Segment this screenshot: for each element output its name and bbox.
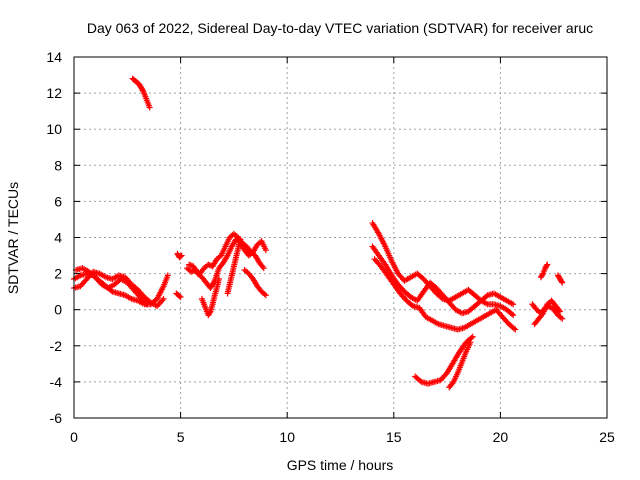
series-track-r xyxy=(531,297,564,328)
y-tick-label: -2 xyxy=(50,338,63,354)
data-layer xyxy=(71,75,566,391)
data-point xyxy=(260,265,267,272)
data-point xyxy=(178,252,185,259)
series-track-m xyxy=(369,243,517,317)
data-point xyxy=(558,278,565,285)
series-track-e xyxy=(174,250,185,261)
data-point xyxy=(176,293,183,300)
data-point xyxy=(237,236,244,243)
series-track-l xyxy=(369,220,517,319)
data-point xyxy=(508,311,515,318)
y-tick-label: 2 xyxy=(54,266,62,282)
y-tick-label: 8 xyxy=(54,157,62,173)
data-point xyxy=(543,262,550,269)
y-axis-label: SDTVAR / TECUs xyxy=(5,182,21,294)
series-track-f xyxy=(173,290,184,301)
x-tick-label: 10 xyxy=(279,429,295,445)
y-tick-label: 14 xyxy=(46,49,62,65)
tick-layer: 0 5 10 15 20 25 -6 -4 -2 0 2 4 6 8 10 12 14 xyxy=(46,49,615,445)
series-track-t xyxy=(554,272,566,286)
data-point xyxy=(544,261,551,268)
data-point xyxy=(146,104,153,111)
series-track-j xyxy=(224,236,244,297)
y-tick-label: 12 xyxy=(46,85,62,101)
data-point xyxy=(215,276,222,283)
data-point xyxy=(512,326,519,333)
data-point xyxy=(556,307,563,314)
data-point xyxy=(177,253,184,260)
y-tick-label: -4 xyxy=(50,374,63,390)
y-tick-label: -6 xyxy=(50,410,63,426)
data-point xyxy=(559,279,566,286)
series-track-p xyxy=(446,339,474,391)
data-point xyxy=(143,301,150,308)
y-tick-label: 6 xyxy=(54,193,62,209)
data-point xyxy=(469,333,476,340)
chart-title: Day 063 of 2022, Sidereal Day-to-day VTE… xyxy=(87,20,593,36)
data-point xyxy=(557,308,564,315)
series-track-o xyxy=(412,333,476,387)
data-point xyxy=(160,295,167,302)
data-point xyxy=(139,87,146,94)
data-point xyxy=(449,380,456,387)
grid-layer xyxy=(74,57,607,418)
data-point xyxy=(262,247,269,254)
series-track-a xyxy=(71,270,171,308)
y-tick-label: 4 xyxy=(54,230,62,246)
data-point xyxy=(259,263,266,270)
data-point xyxy=(510,312,517,319)
series-track-i xyxy=(198,276,222,319)
series-track-h xyxy=(186,236,269,292)
series-track-k xyxy=(241,266,269,299)
x-tick-label: 25 xyxy=(599,429,615,445)
series-track-c xyxy=(73,265,150,308)
data-point xyxy=(559,315,566,322)
data-point xyxy=(467,339,474,346)
data-point xyxy=(164,272,171,279)
data-point xyxy=(511,325,518,332)
x-tick-label: 0 xyxy=(70,429,78,445)
data-point xyxy=(538,311,545,318)
data-point xyxy=(510,301,517,308)
data-point xyxy=(468,334,475,341)
x-tick-label: 20 xyxy=(493,429,509,445)
series-track-s xyxy=(537,261,551,281)
series-track-n xyxy=(371,256,519,333)
data-point xyxy=(206,309,213,316)
x-tick-label: 15 xyxy=(386,429,402,445)
data-point xyxy=(539,271,546,278)
x-axis-label: GPS time / hours xyxy=(287,457,394,473)
x-tick-label: 5 xyxy=(177,429,185,445)
data-point xyxy=(177,294,184,301)
y-tick-label: 10 xyxy=(46,121,62,137)
data-point xyxy=(262,292,269,299)
y-tick-label: 0 xyxy=(54,302,62,318)
series-track-d xyxy=(129,75,153,111)
